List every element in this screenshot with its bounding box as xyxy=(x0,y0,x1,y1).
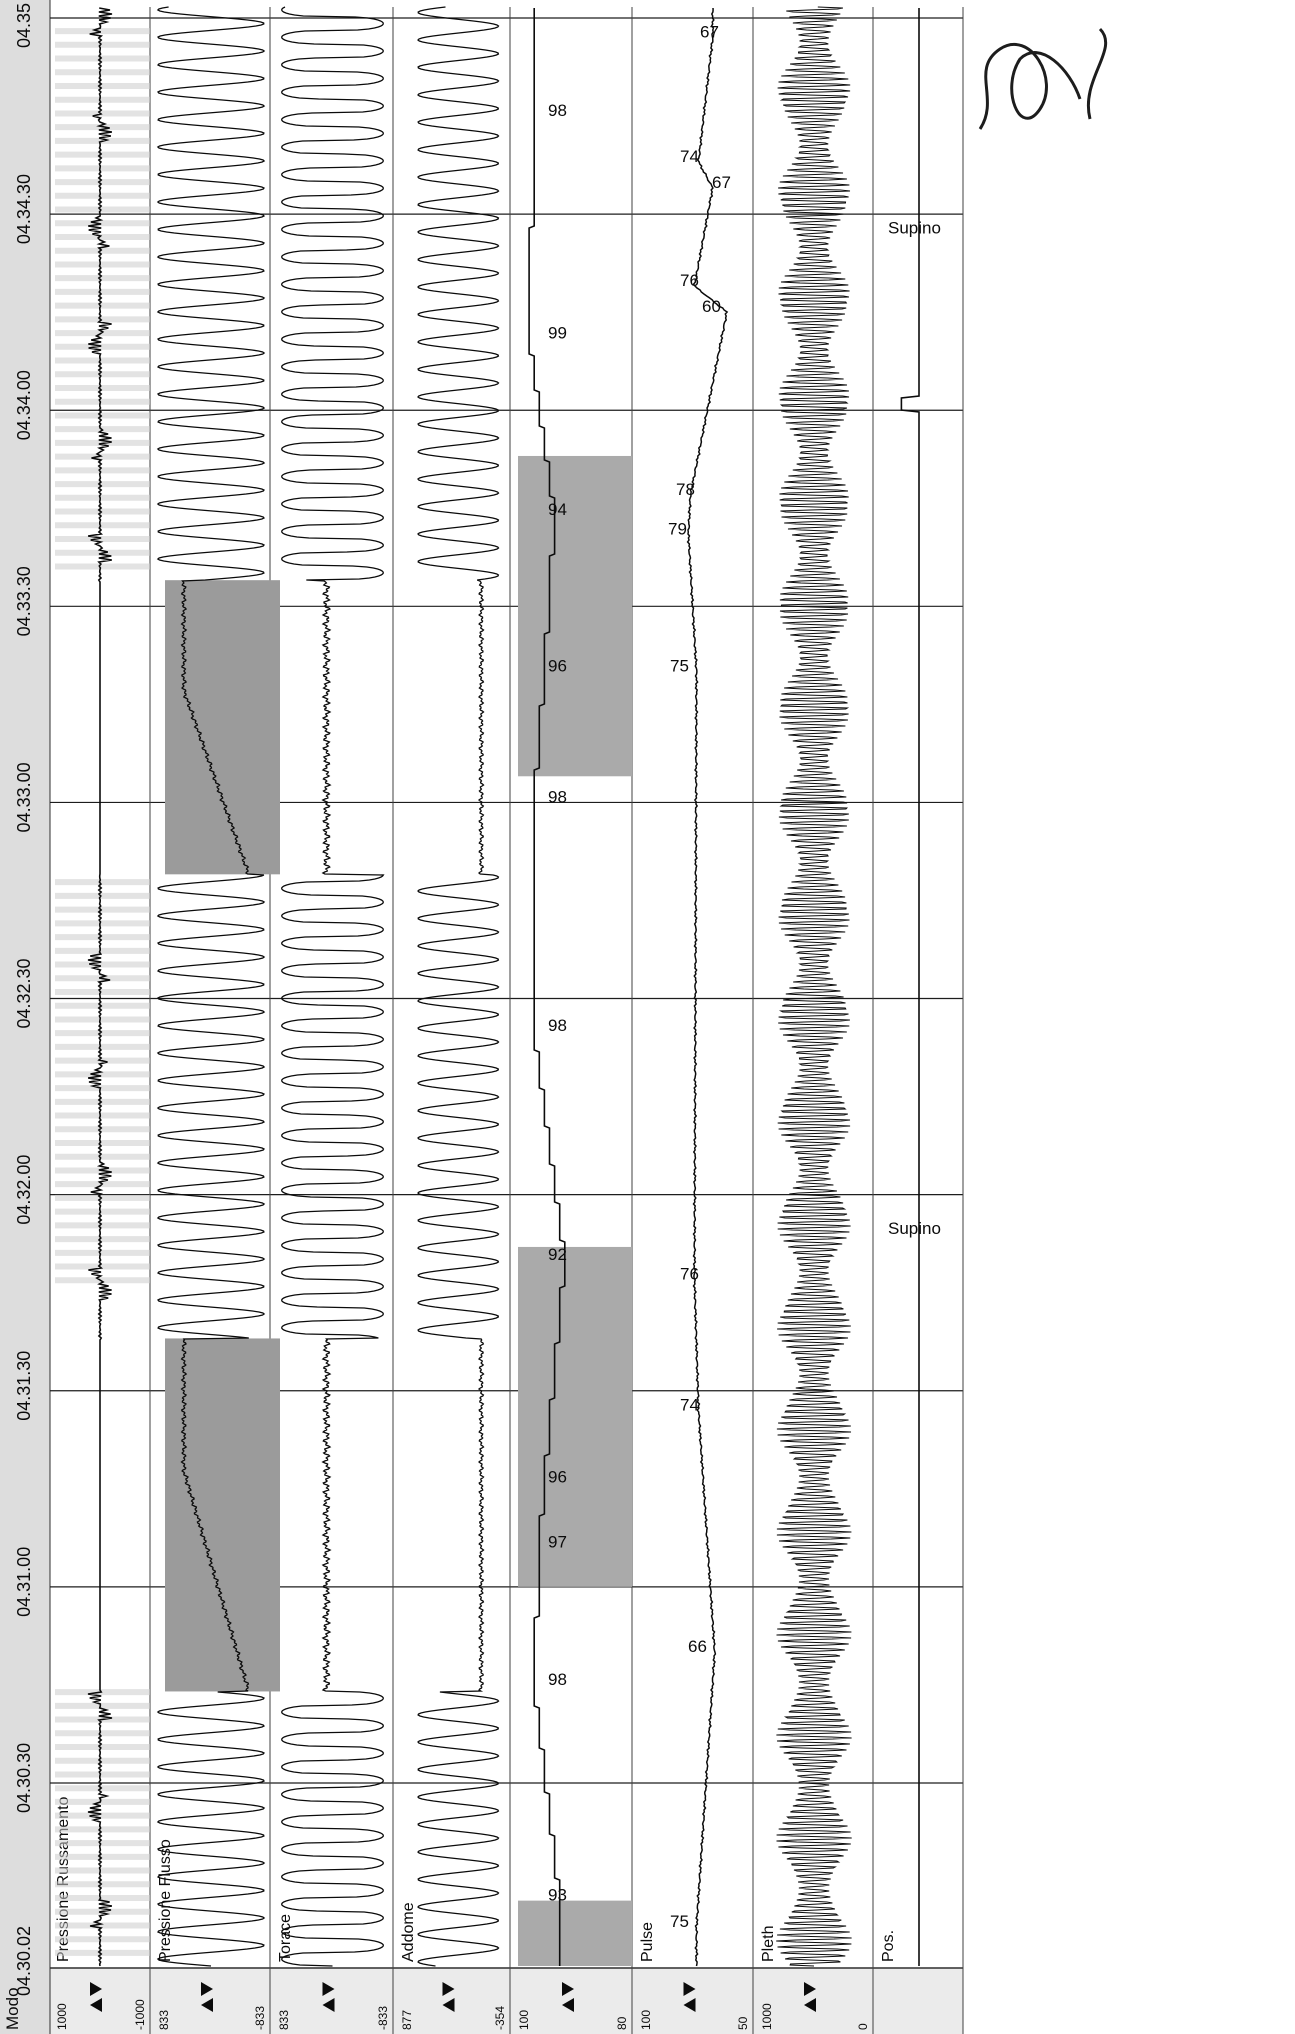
scale-up-arrow[interactable] xyxy=(90,1998,102,2012)
signature xyxy=(978,27,1108,130)
time-tick-label: 04.31.00 xyxy=(14,1547,34,1617)
spo2-value-label: 98 xyxy=(548,1670,567,1689)
spo2-value-label: 99 xyxy=(548,323,567,342)
pulse-value-label: 74 xyxy=(680,147,699,166)
scale-top-flow: 833 xyxy=(157,2010,171,2030)
mode-label: Modo xyxy=(3,1987,22,2030)
trace-flow xyxy=(156,6,266,1967)
scale-down-arrow[interactable] xyxy=(562,1982,574,1996)
pulse-value-label: 67 xyxy=(712,173,731,192)
pulse-value-label: 78 xyxy=(676,480,695,499)
spo2-value-label: 96 xyxy=(548,1467,567,1486)
apnea-event-box xyxy=(165,1338,280,1692)
scale-down-arrow[interactable] xyxy=(804,1982,816,1996)
scale-down-arrow[interactable] xyxy=(90,1982,102,1996)
scale-bottom-thorax: -833 xyxy=(376,2006,390,2030)
pulse-value-label: 76 xyxy=(680,271,699,290)
pulse-value-label: 66 xyxy=(688,1637,707,1656)
trace-abdomen xyxy=(417,6,500,1967)
spo2-value-label: 92 xyxy=(548,1245,567,1264)
scale-top-pleth: 1000 xyxy=(760,2003,774,2030)
channel-name-snore: Pressione Russamento xyxy=(55,1796,72,1962)
scale-up-arrow[interactable] xyxy=(562,1998,574,2012)
trace-snore xyxy=(87,7,113,1967)
scale-bottom-pulse: 50 xyxy=(736,2016,750,2030)
scale-bottom-snore: -1000 xyxy=(133,1999,147,2030)
position-label: Supino xyxy=(888,219,941,238)
time-tick-label: 04.33.30 xyxy=(14,566,34,636)
position-label: Supino xyxy=(888,1219,941,1238)
spo2-value-label: 98 xyxy=(548,101,567,120)
trace-spo2 xyxy=(528,8,566,1966)
scale-bottom-spo2: 80 xyxy=(615,2016,629,2030)
scale-up-arrow[interactable] xyxy=(442,1998,455,2012)
scale-top-abdomen: 877 xyxy=(400,2010,414,2030)
time-tick-label: 04.30.02 xyxy=(14,1926,34,1996)
time-tick-label: 04.35 xyxy=(14,3,34,48)
pulse-value-label: 74 xyxy=(680,1395,699,1414)
spo2-value-label: 97 xyxy=(548,1533,567,1552)
scale-up-arrow[interactable] xyxy=(804,1998,816,2012)
scale-down-arrow[interactable] xyxy=(201,1982,213,1996)
scale-up-arrow[interactable] xyxy=(683,1998,696,2012)
desaturation-event-box xyxy=(518,455,632,777)
scale-bottom-flow: -833 xyxy=(253,2006,267,2030)
scale-top-snore: 1000 xyxy=(55,2003,69,2030)
spo2-value-label: 98 xyxy=(548,787,567,806)
desaturation-event-box xyxy=(518,1900,632,1966)
trace-pulse xyxy=(686,7,729,1967)
spo2-value-label: 93 xyxy=(548,1886,567,1905)
scale-up-arrow[interactable] xyxy=(201,1998,213,2012)
scale-top-pulse: 100 xyxy=(639,2010,653,2030)
channel-name-pos: Pos. xyxy=(880,1930,897,1962)
scale-bottom-pleth: 0 xyxy=(856,2023,870,2030)
trace-thorax xyxy=(280,6,385,1967)
channel-name-pleth: Pleth xyxy=(760,1926,777,1962)
pulse-value-label: 75 xyxy=(670,1912,689,1931)
time-tick-label: 04.32.00 xyxy=(14,1155,34,1225)
pulse-value-label: 75 xyxy=(670,657,689,676)
channel-name-pulse: Pulse xyxy=(639,1922,656,1962)
scale-top-thorax: 833 xyxy=(277,2010,291,2030)
time-tick-label: 04.31.30 xyxy=(14,1351,34,1421)
pulse-value-label: 60 xyxy=(702,297,721,316)
time-tick-label: 04.34.30 xyxy=(14,174,34,244)
pulse-value-label: 67 xyxy=(700,23,719,42)
apnea-event-box xyxy=(165,580,280,875)
channel-name-thorax: Torace xyxy=(277,1914,294,1962)
pulse-value-label: 79 xyxy=(668,519,687,538)
scale-down-arrow[interactable] xyxy=(442,1982,455,1996)
scale-down-arrow[interactable] xyxy=(322,1982,335,1996)
time-tick-label: 04.32.30 xyxy=(14,958,34,1028)
scale-bottom-abdomen: -354 xyxy=(493,2006,507,2030)
time-tick-label: 04.34.00 xyxy=(14,370,34,440)
time-tick-label: 04.30.30 xyxy=(14,1743,34,1813)
spo2-value-label: 98 xyxy=(548,1016,567,1035)
trace-pleth xyxy=(776,6,852,1967)
scale-up-arrow[interactable] xyxy=(322,1998,335,2012)
trace-position xyxy=(900,8,920,1966)
desaturation-event-box xyxy=(518,1246,632,1587)
time-tick-label: 04.33.00 xyxy=(14,762,34,832)
spo2-value-label: 94 xyxy=(548,500,567,519)
time-axis-bar xyxy=(0,0,50,2034)
bottom-blank-area xyxy=(963,7,1295,2034)
channel-name-abdomen: Addome xyxy=(400,1902,417,1962)
scale-down-arrow[interactable] xyxy=(683,1982,696,1996)
pulse-value-label: 76 xyxy=(680,1265,699,1284)
spo2-value-label: 96 xyxy=(548,657,567,676)
scale-top-spo2: 100 xyxy=(517,2010,531,2030)
channel-name-flow: Pressione Flusso xyxy=(157,1839,174,1962)
